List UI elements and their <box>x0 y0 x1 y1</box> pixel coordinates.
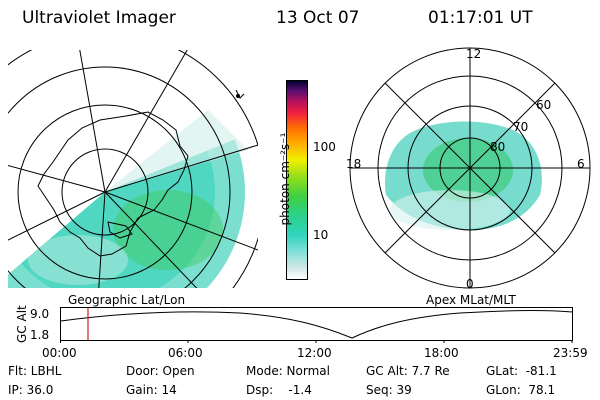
dsp-label: Dsp: -1.4 <box>246 383 312 397</box>
app-title: Ultraviolet Imager <box>22 8 176 28</box>
gain-label: Gain: 14 <box>126 383 177 397</box>
mlt-label-6: 6 <box>577 157 585 171</box>
door-label: Door: Open <box>126 364 195 378</box>
timeline-xtick-1800: 18:00 <box>424 346 459 360</box>
timeline-ytick-high: 9.0 <box>30 307 50 321</box>
mlt-label-0: 0 <box>466 277 474 291</box>
glon-label: GLon: 78.1 <box>486 383 556 397</box>
geographic-map-label: Geographic Lat/Lon <box>68 293 186 307</box>
colorbar-tick-10: 10 <box>313 228 329 242</box>
geographic-map <box>8 50 258 288</box>
altitude-plot <box>60 307 573 343</box>
mlt-label-18: 18 <box>346 157 362 171</box>
timeline-xtick-1200: 12:00 <box>297 346 332 360</box>
filter-label: Flt: LBHL <box>8 364 62 378</box>
mode-label: Mode: Normal <box>246 364 330 378</box>
mlat-label-70: 70 <box>513 120 529 134</box>
timeline-xtick-2359: 23:59 <box>553 346 588 360</box>
colorbar-unit-label: photon cm⁻²s⁻¹ <box>278 132 292 226</box>
timeline-xtick-0600: 06:00 <box>168 346 203 360</box>
time-label: 01:17:01 UT <box>428 8 533 28</box>
seq-label: Seq: 39 <box>366 383 412 397</box>
ip-label: IP: 36.0 <box>8 383 54 397</box>
magnetic-map <box>349 47 591 289</box>
colorbar <box>286 80 308 280</box>
mlt-label-12: 12 <box>466 47 482 61</box>
magnetic-map-label: Apex MLat/MLT <box>426 293 516 307</box>
gc-alt-label: GC Alt: 7.7 Re <box>366 364 450 378</box>
mlat-label-60: 60 <box>536 98 552 112</box>
timeline-ylabel: GC Alt <box>15 305 29 343</box>
colorbar-tick-100: 100 <box>313 140 336 154</box>
date-label: 13 Oct 07 <box>276 8 360 28</box>
timeline-ytick-low: 1.8 <box>30 328 50 342</box>
glat-label: GLat: -81.1 <box>486 364 557 378</box>
mlat-label-80: 80 <box>490 140 506 154</box>
timeline-xtick-0000: 00:00 <box>42 346 77 360</box>
